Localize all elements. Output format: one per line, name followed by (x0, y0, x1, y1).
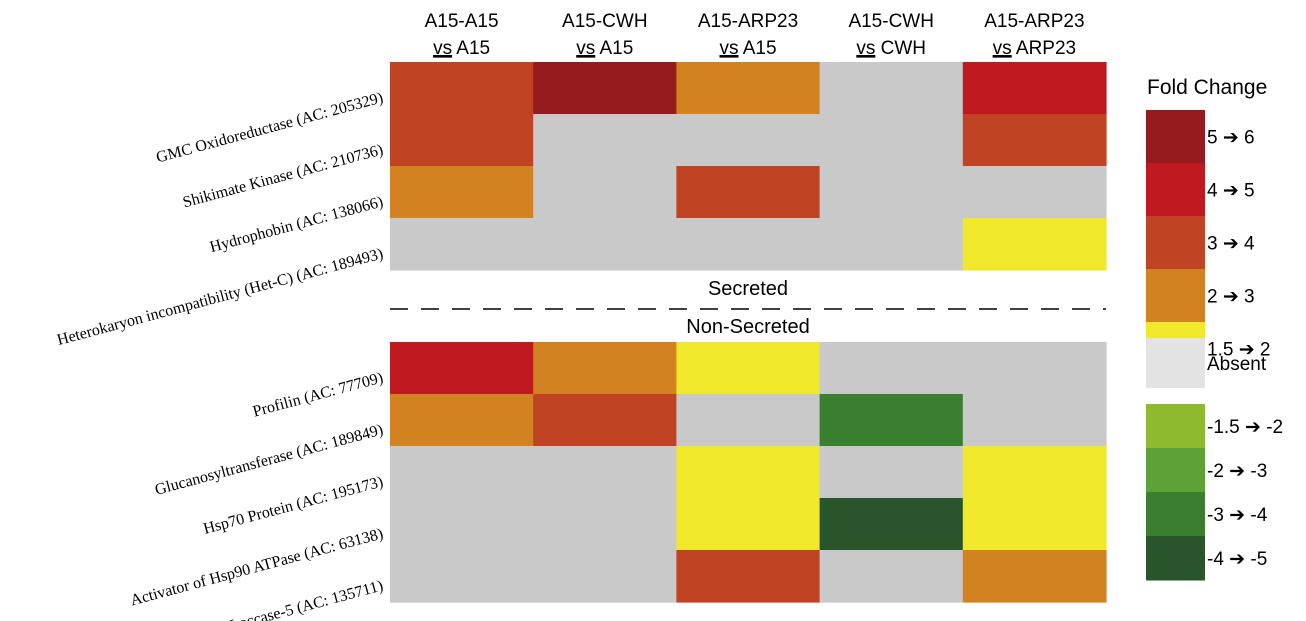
legend-label-down-1: -2 ➔ -3 (1207, 461, 1267, 482)
row-label-s0-r2: Hydrophobin (AC: 138066) (208, 193, 385, 256)
column-header-3-vs: vs (856, 38, 875, 59)
row-label-s1-r4: Laccase-5 (AC: 135711) (228, 577, 385, 621)
column-header-1-reference: A15 (595, 38, 633, 59)
legend-label-up-1: 4 ➔ 5 (1207, 181, 1255, 202)
heatmap-cell-s0-r1-c2 (676, 114, 821, 167)
heatmap-cell-s1-r3-c2 (676, 498, 821, 551)
heatmap-cell-s1-r3-c0 (390, 498, 534, 551)
heatmap-cells (390, 62, 1107, 603)
column-header-1-line1: A15-CWH (562, 11, 648, 32)
heatmap-cell-s0-r1-c3 (819, 114, 964, 167)
heatmap-cell-s1-r4-c3 (819, 550, 964, 603)
heatmap-cell-s1-r2-c0 (390, 446, 534, 499)
legend-swatch-up-0 (1146, 110, 1205, 164)
heatmap-cell-s0-r2-c2 (676, 166, 821, 219)
heatmap-cell-s1-r0-c1 (533, 342, 677, 395)
legend-label-up-0: 5 ➔ 6 (1207, 128, 1255, 149)
row-labels: GMC Oxidoreductase (AC: 205329)Shikimate… (55, 89, 385, 621)
heatmap-cell-s0-r2-c4 (962, 166, 1107, 219)
heatmap-cell-s1-r0-c3 (819, 342, 964, 395)
heatmap-cell-s1-r4-c1 (533, 550, 677, 603)
column-header-4-reference: ARP23 (1012, 38, 1076, 59)
heatmap-cell-s0-r0-c4 (962, 62, 1107, 115)
heatmap-cell-s1-r2-c3 (819, 446, 964, 499)
legend-swatch-up-2 (1146, 216, 1205, 270)
heatmap-cell-s1-r4-c4 (962, 550, 1107, 603)
heatmap-cell-s1-r4-c0 (390, 550, 534, 603)
column-header-0-vs: vs (433, 38, 452, 59)
legend-label-up-4: 1.5 ➔ 2 (1207, 340, 1270, 361)
heatmap-cell-s0-r2-c0 (390, 166, 534, 219)
column-header-0-reference: A15 (452, 38, 490, 59)
column-header-2-reference: A15 (738, 38, 776, 59)
column-header-0-line2: vs A15 (433, 38, 490, 59)
legend: Fold Change 5 ➔ 6 4 ➔ 5 3 ➔ 4 2 ➔ 3 1.5 ➔ 2A… (1146, 76, 1283, 581)
heatmap-cell-s0-r1-c0 (390, 114, 534, 167)
column-header-3-line2: vs CWH (856, 38, 926, 59)
legend-label-down-3: -4 ➔ -5 (1207, 549, 1267, 570)
row-label-s1-r2: Hsp70 Protein (AC: 195173) (202, 473, 385, 537)
legend-label-up-2: 3 ➔ 4 (1207, 234, 1255, 255)
legend-swatch-absent (1146, 338, 1205, 388)
heatmap-cell-s0-r2-c1 (533, 166, 677, 219)
heatmap-cell-s1-r2-c2 (676, 446, 821, 499)
heatmap-cell-s1-r3-c1 (533, 498, 677, 551)
heatmap-cell-s1-r0-c0 (390, 342, 534, 395)
section-divider: Secreted Non-Secreted (390, 278, 1106, 338)
heatmap-cell-s0-r3-c2 (676, 218, 821, 271)
column-header-0-line1: A15-A15 (425, 11, 499, 32)
heatmap-cell-s1-r1-c2 (676, 394, 821, 447)
legend-title: Fold Change (1147, 76, 1267, 99)
column-header-3-reference: CWH (875, 38, 926, 59)
heatmap-cell-s1-r2-c1 (533, 446, 677, 499)
column-header-4-vs: vs (993, 38, 1012, 59)
section-label-non-secreted: Non-Secreted (686, 316, 809, 338)
heatmap-cell-s0-r3-c1 (533, 218, 677, 271)
column-header-4-line1: A15-ARP23 (984, 11, 1084, 32)
legend-swatch-down-1 (1146, 448, 1205, 493)
heatmap-cell-s0-r1-c4 (962, 114, 1107, 167)
heatmap-cell-s0-r2-c3 (819, 166, 964, 219)
heatmap-cell-s0-r0-c2 (676, 62, 821, 115)
heatmap-cell-s1-r1-c4 (962, 394, 1107, 447)
heatmap-cell-s0-r0-c0 (390, 62, 534, 115)
heatmap-cell-s1-r2-c4 (962, 446, 1107, 499)
heatmap-cell-s1-r0-c4 (962, 342, 1107, 395)
column-header-4-line2: vs ARP23 (993, 38, 1076, 59)
heatmap-cell-s0-r1-c1 (533, 114, 677, 167)
column-header-2-line1: A15-ARP23 (698, 11, 798, 32)
legend-swatch-down-0 (1146, 404, 1205, 449)
heatmap-cell-s1-r0-c2 (676, 342, 821, 395)
legend-label-down-0: -1.5 ➔ -2 (1207, 417, 1283, 438)
heatmap-cell-s0-r3-c4 (962, 218, 1107, 271)
column-header-1-vs: vs (576, 38, 595, 59)
column-header-2-vs: vs (719, 38, 738, 59)
column-headers: A15-A15 vs A15 A15-CWH vs A15 A15-ARP23 vs A1… (425, 11, 1085, 59)
legend-swatch-up-1 (1146, 163, 1205, 217)
legend-label-up-3: 2 ➔ 3 (1207, 287, 1255, 308)
column-header-1-line2: vs A15 (576, 38, 633, 59)
legend-label-down-2: -3 ➔ -4 (1207, 505, 1268, 526)
heatmap-cell-s1-r1-c1 (533, 394, 677, 447)
column-header-3-line1: A15-CWH (848, 11, 934, 32)
heatmap-cell-s1-r3-c4 (962, 498, 1107, 551)
column-header-2-line2: vs A15 (719, 38, 776, 59)
row-label-s0-r3: Heterokaryon incompatibility (Het-C) (AC… (55, 245, 385, 349)
legend-swatch-down-2 (1146, 492, 1205, 537)
legend-swatch-up-3 (1146, 269, 1205, 323)
heatmap-cell-s1-r1-c0 (390, 394, 534, 447)
heatmap-cell-s0-r3-c0 (390, 218, 534, 271)
legend-label-absent: Absent (1207, 354, 1267, 375)
heatmap-cell-s0-r3-c3 (819, 218, 964, 271)
heatmap-cell-s0-r0-c3 (819, 62, 964, 115)
section-label-secreted: Secreted (708, 278, 788, 300)
legend-swatch-down-3 (1146, 536, 1205, 581)
heatmap-cell-s1-r1-c3 (819, 394, 964, 447)
heatmap-cell-s0-r0-c1 (533, 62, 677, 115)
heatmap-cell-s1-r4-c2 (676, 550, 821, 603)
row-label-s1-r0: Profilin (AC: 77709) (251, 369, 385, 420)
heatmap-cell-s1-r3-c3 (819, 498, 964, 551)
